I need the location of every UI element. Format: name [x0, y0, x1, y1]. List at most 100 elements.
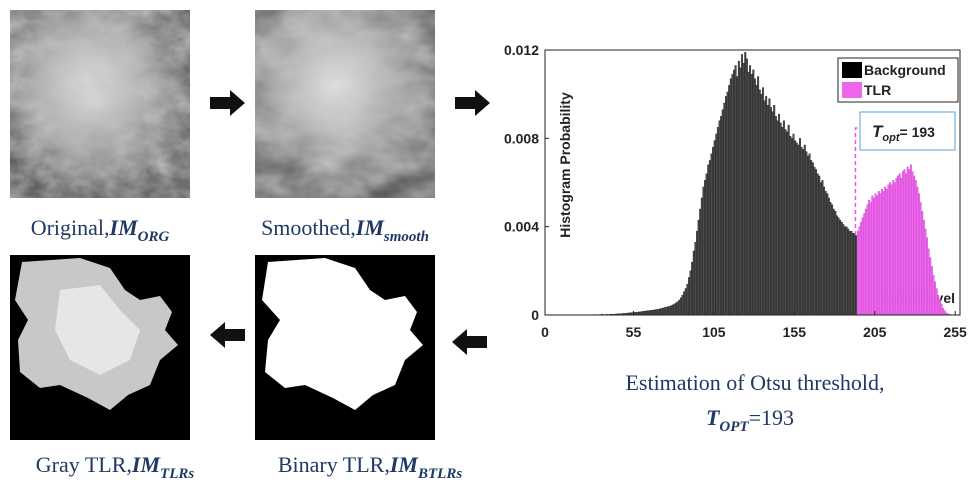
- bar: [800, 147, 803, 316]
- y-tick-label: 0.008: [504, 130, 539, 146]
- bar: [847, 228, 850, 316]
- bar: [774, 116, 777, 316]
- bar: [753, 78, 756, 316]
- x-tick-label: 255: [943, 324, 967, 340]
- bar: [903, 169, 906, 316]
- bar: [678, 299, 681, 316]
- bar: [818, 175, 821, 316]
- bar: [913, 175, 916, 316]
- bar: [671, 304, 674, 316]
- bar: [646, 310, 649, 316]
- bar: [798, 138, 801, 316]
- bar: [782, 120, 785, 316]
- y-tick-label: 0: [531, 307, 539, 323]
- bar: [900, 177, 903, 316]
- bar: [660, 308, 663, 316]
- bar: [662, 307, 665, 316]
- bar: [763, 100, 766, 316]
- bar: [916, 186, 919, 316]
- bar: [789, 135, 792, 316]
- annotation-symbol: T: [872, 122, 884, 141]
- bar: [914, 180, 917, 316]
- bar: [892, 180, 895, 316]
- bar: [819, 182, 822, 316]
- bar: [924, 228, 927, 316]
- bar: [734, 65, 737, 316]
- bar: [760, 94, 763, 316]
- bar: [934, 281, 937, 316]
- x-tick-label: 155: [783, 324, 807, 340]
- bar: [794, 140, 797, 316]
- bar: [826, 193, 829, 316]
- bar: [805, 151, 808, 316]
- bar: [670, 305, 673, 316]
- bar: [731, 74, 734, 316]
- bar: [744, 52, 747, 316]
- bar: [749, 65, 752, 316]
- bar: [803, 144, 806, 316]
- bar: [675, 302, 678, 316]
- legend-swatch: [842, 82, 862, 98]
- bar: [874, 193, 877, 316]
- annotation: Topt= 193: [872, 122, 935, 144]
- bar: [681, 294, 684, 316]
- bar: [890, 184, 893, 316]
- chart-caption: TOPT=193: [706, 405, 794, 435]
- bar: [733, 69, 735, 316]
- bar: [821, 180, 824, 316]
- bar: [700, 197, 703, 316]
- bar: [781, 127, 784, 316]
- bar: [795, 142, 798, 316]
- bar: [829, 202, 832, 316]
- bar: [834, 211, 837, 316]
- bar: [929, 257, 932, 316]
- bar: [667, 306, 670, 316]
- bar: [745, 58, 748, 316]
- bar: [692, 250, 695, 316]
- bar: [762, 87, 764, 316]
- bar: [871, 195, 874, 316]
- bar: [860, 222, 863, 316]
- bar: [811, 162, 814, 316]
- bar: [872, 197, 875, 316]
- bar: [697, 219, 700, 316]
- bar: [718, 120, 721, 316]
- bar: [779, 122, 782, 316]
- bar: [877, 191, 880, 316]
- bar: [889, 182, 891, 316]
- y-tick-label: 0.012: [504, 42, 539, 58]
- bar: [837, 217, 840, 316]
- bar: [676, 301, 679, 316]
- bar: [853, 233, 856, 316]
- arrow: [455, 90, 490, 116]
- bar: [741, 54, 743, 316]
- caption: Smoothed,IMsmooth: [261, 215, 429, 245]
- bar: [663, 307, 666, 316]
- bar: [792, 133, 795, 316]
- bar: [720, 116, 723, 316]
- bar: [815, 169, 817, 316]
- caption: Gray TLR,IMTLRs: [36, 452, 195, 482]
- bar: [919, 202, 922, 316]
- bar: [887, 184, 890, 316]
- bar: [728, 85, 731, 316]
- bar: [776, 120, 779, 316]
- annotation-box: [859, 111, 956, 151]
- bar: [673, 303, 676, 316]
- bar: [905, 173, 908, 316]
- y-axis-label: Histogram Probability: [557, 92, 573, 238]
- bar: [651, 309, 653, 316]
- bar: [750, 74, 753, 316]
- bar: [856, 230, 859, 316]
- bar: [930, 266, 933, 316]
- bar: [942, 308, 945, 316]
- bar: [765, 96, 768, 316]
- bar: [861, 217, 864, 316]
- bar: [848, 230, 851, 316]
- bar: [787, 124, 790, 316]
- bar: [684, 288, 687, 316]
- threshold-arrow: [854, 127, 862, 235]
- bar: [652, 309, 655, 316]
- x-tick-label: 105: [702, 324, 726, 340]
- bar: [884, 186, 887, 316]
